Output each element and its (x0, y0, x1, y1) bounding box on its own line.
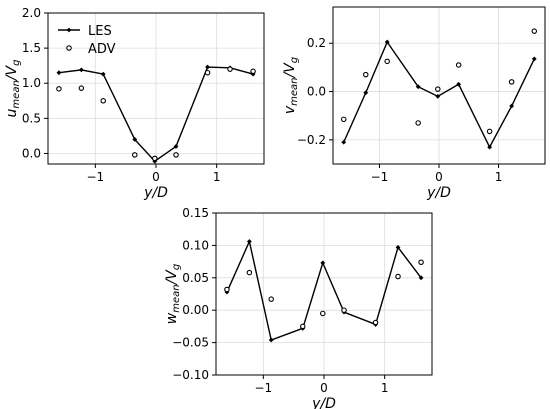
adv-point (340, 116, 347, 123)
adv-point (435, 86, 441, 92)
les-point (418, 275, 424, 281)
adv-point (250, 68, 256, 75)
adv-point (204, 69, 211, 76)
panel-3: −1 0 1 −0.10 −0.05 0.00 0.05 0.10 0.15 y/D wmean/V… (164, 206, 433, 409)
adv-point (268, 296, 274, 302)
y-tick-label: 0.00 (182, 303, 209, 317)
les-point (320, 260, 326, 266)
les-point (205, 64, 210, 70)
panel-1: −1 0 1 0.0 0.5 1.0 1.5 2.0 y/D umean/Vg LES ADV (4, 6, 265, 201)
y-tick-label: −0.10 (172, 368, 209, 382)
y-axis-label: umean/Vg (4, 60, 22, 118)
les-point (487, 144, 493, 150)
adv-point (100, 98, 106, 104)
adv-point (152, 155, 158, 162)
y-tick-label: 0.2 (307, 36, 326, 50)
les-point (56, 70, 62, 76)
les-point (509, 103, 515, 109)
les-point (152, 158, 158, 164)
les-point (384, 39, 390, 45)
x-tick-label: 0 (435, 170, 443, 184)
adv-point (395, 273, 401, 280)
adv-point (78, 85, 85, 91)
les-point (415, 84, 421, 90)
y-tick-label: 0.15 (182, 206, 209, 220)
x-tick-label: −1 (86, 170, 104, 184)
y-tick-label: 0.0 (307, 85, 326, 99)
y-tick-label: 2.0 (22, 6, 41, 20)
y-tick-label: 1.5 (22, 41, 41, 55)
les-point (395, 244, 401, 250)
les-point (132, 137, 138, 142)
adv-point (384, 58, 390, 65)
y-axis-label: wmean/Vg (164, 264, 182, 324)
adv-point (363, 71, 369, 78)
x-tick-label: 1 (495, 170, 503, 184)
x-tick-label: 0 (152, 170, 160, 184)
adv-point (56, 86, 62, 92)
adv-point (227, 66, 233, 72)
y-axis-label: vmean/Vg (282, 57, 300, 114)
adv-point (372, 319, 379, 326)
les-point (363, 90, 369, 96)
legend-les-marker (66, 27, 72, 33)
y-tick-label: 0.0 (22, 146, 41, 160)
les-point (100, 71, 106, 77)
y-tick-label: 0.5 (22, 111, 41, 125)
x-axis-label: y/D (426, 185, 451, 201)
adv-point (486, 128, 493, 135)
x-tick-label: −1 (371, 170, 389, 184)
x-axis-label: y/D (311, 396, 336, 409)
adv-point (320, 310, 326, 317)
adv-point (246, 269, 253, 276)
y-tick-label: −0.05 (172, 336, 209, 350)
legend-les-label: LES (88, 24, 112, 39)
adv-point (508, 79, 515, 85)
les-point (456, 81, 462, 87)
adv-point (132, 152, 138, 158)
x-tick-label: 1 (213, 170, 221, 184)
adv-point (531, 28, 538, 34)
panel-2: −1 0 1 −0.2 0.0 0.2 y/D vmean/Vg (282, 6, 546, 201)
y-tick-label: −0.2 (297, 133, 326, 147)
adv-point (418, 259, 424, 265)
x-tick-label: 0 (320, 381, 328, 395)
adv-point (341, 307, 347, 313)
x-tick-label: 1 (381, 381, 389, 395)
legend-adv-label: ADV (88, 42, 116, 57)
les-point (531, 56, 537, 62)
les-point (78, 67, 84, 73)
x-tick-label: −1 (254, 381, 272, 395)
les-point (341, 139, 347, 145)
x-axis-label: y/D (143, 185, 168, 201)
y-tick-label: 1.0 (22, 76, 41, 90)
legend: LES ADV (58, 24, 116, 57)
adv-point (415, 120, 421, 126)
adv-point (300, 323, 306, 330)
les-point (173, 144, 179, 149)
les-point (246, 239, 252, 244)
les-point (435, 93, 441, 99)
adv-point (173, 152, 179, 158)
y-tick-label: 0.10 (182, 238, 209, 252)
adv-point (224, 286, 230, 293)
les-point (268, 337, 274, 343)
adv-point (455, 62, 462, 68)
legend-adv-marker (66, 45, 72, 51)
y-tick-label: 0.05 (182, 271, 209, 285)
